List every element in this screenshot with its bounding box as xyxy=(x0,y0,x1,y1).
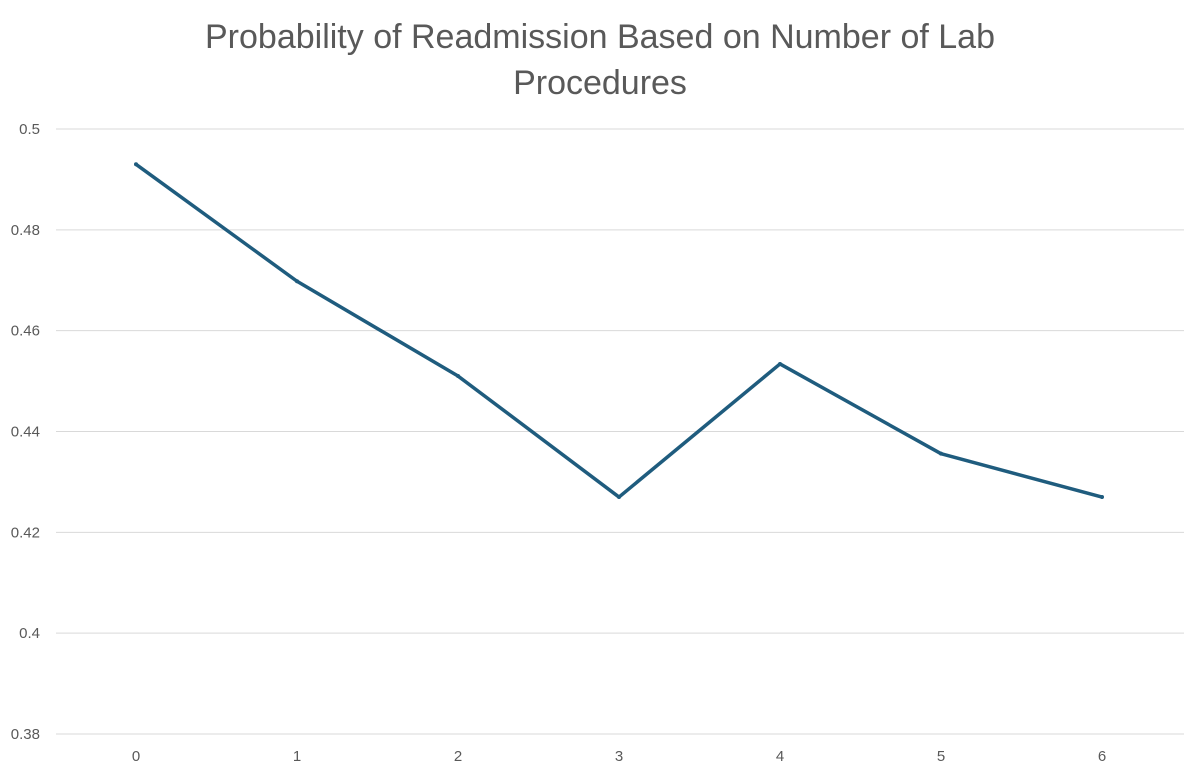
data-point-0 xyxy=(134,162,138,167)
chart-title: Probability of Readmission Based on Numb… xyxy=(0,14,1200,106)
x-tick-label: 0 xyxy=(132,748,140,765)
x-tick-label: 6 xyxy=(1098,748,1106,765)
y-tick-label: 0.46 xyxy=(11,323,40,340)
y-tick-label: 0.4 xyxy=(19,625,40,642)
data-point-3 xyxy=(617,495,621,500)
y-tick-label: 0.42 xyxy=(11,524,40,541)
x-tick-label: 5 xyxy=(937,748,945,765)
y-tick-label: 0.5 xyxy=(19,121,40,138)
chart-title-line-2: Procedures xyxy=(513,64,687,102)
gridlines xyxy=(56,128,1184,735)
x-tick-label: 3 xyxy=(615,748,623,765)
y-tick-label: 0.44 xyxy=(11,424,40,441)
x-tick-label: 2 xyxy=(454,748,462,765)
y-axis-tick-labels: 0.38 0.4 0.42 0.44 0.46 0.48 0.5 xyxy=(11,121,40,743)
x-tick-label: 1 xyxy=(293,748,301,765)
y-tick-label: 0.48 xyxy=(11,222,40,239)
x-tick-label: 4 xyxy=(776,748,784,765)
data-point-5 xyxy=(939,451,943,456)
x-axis-tick-labels: 0 1 2 3 4 5 6 xyxy=(132,748,1106,765)
data-point-6 xyxy=(1100,495,1104,500)
chart-title-line-1: Probability of Readmission Based on Numb… xyxy=(205,18,995,56)
y-tick-label: 0.38 xyxy=(11,726,40,743)
data-point-2 xyxy=(456,374,460,379)
data-point-1 xyxy=(295,279,299,284)
data-point-4 xyxy=(778,361,782,366)
series-lines xyxy=(134,162,1104,500)
